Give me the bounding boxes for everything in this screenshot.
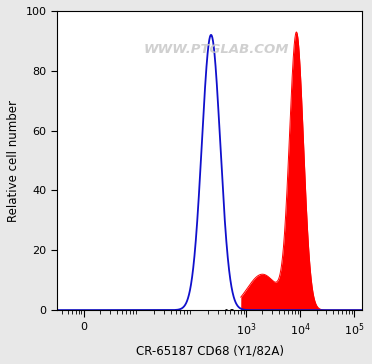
Text: WWW.PTGLAB.COM: WWW.PTGLAB.COM bbox=[143, 43, 288, 56]
Y-axis label: Relative cell number: Relative cell number bbox=[7, 99, 20, 222]
X-axis label: CR-65187 CD68 (Y1/82A): CR-65187 CD68 (Y1/82A) bbox=[136, 344, 284, 357]
